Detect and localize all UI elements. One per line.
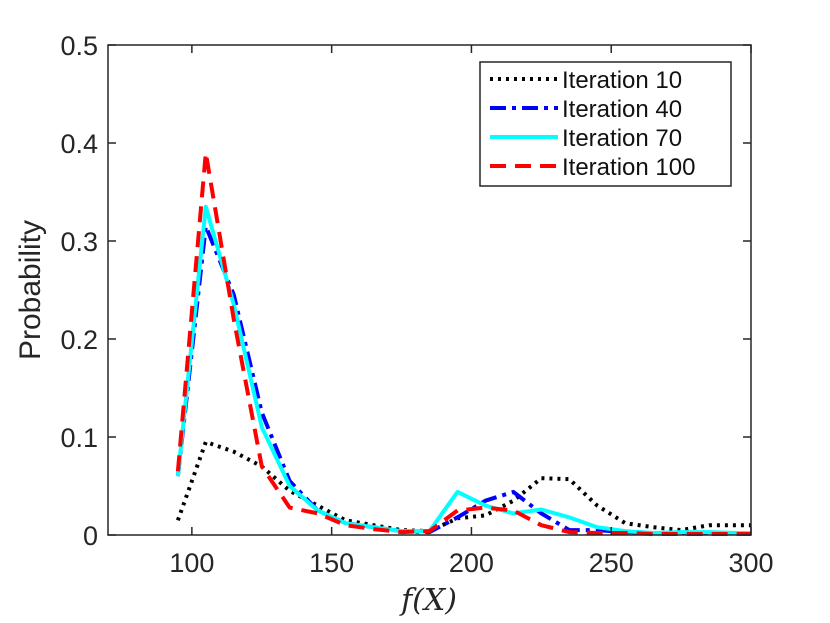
series-line-4 (175, 150, 751, 536)
y-tick-label: 0.4 (60, 129, 98, 159)
y-axis-title: Probability (14, 220, 47, 360)
y-tick-label: 0 (83, 521, 98, 551)
x-tick-label: 150 (309, 548, 354, 578)
axes-layer: 100 150 200 250 300 0 0.1 0.2 0.3 0.4 0.5 (60, 31, 773, 578)
series-layer (175, 150, 751, 536)
y-tick-label: 0.2 (60, 325, 98, 355)
x-tick-label: 100 (169, 548, 214, 578)
legend-label-2: Iteration 40 (562, 96, 682, 123)
axes-box (107, 44, 752, 536)
legend-label-4: Iteration 100 (562, 154, 695, 181)
x-tick-label: 200 (449, 548, 494, 578)
y-tick-label: 0.3 (60, 227, 98, 257)
x-tick-label: 300 (728, 548, 773, 578)
legend-label-3: Iteration 70 (562, 125, 682, 152)
x-axis-title: f(X) (399, 583, 457, 618)
x-tick-label: 250 (589, 548, 634, 578)
y-tick-label: 0.5 (60, 31, 98, 61)
legend-label-1: Iteration 10 (562, 67, 682, 94)
y-tick-label: 0.1 (60, 423, 98, 453)
